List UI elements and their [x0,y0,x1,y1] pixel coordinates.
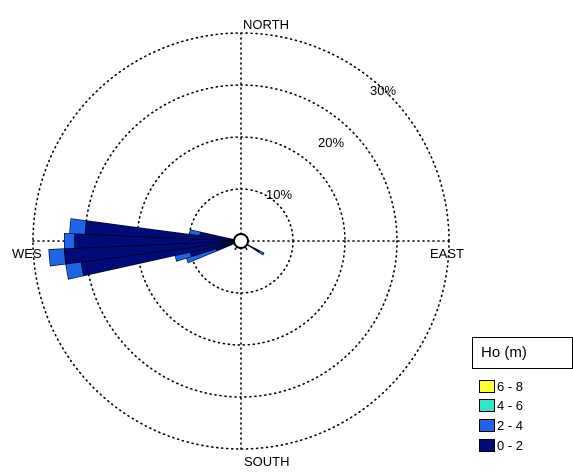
rose-wedge [189,229,201,236]
rose-wedge [199,231,242,242]
legend-item: 4 - 6 [479,398,523,414]
legend-label: 2 - 4 [497,418,524,433]
legend-label: 6 - 8 [497,379,524,394]
direction-label-north: NORTH [243,17,289,32]
legend-label: 4 - 6 [497,398,524,413]
legend-title: Ho (m) [472,337,573,369]
legend-item: 2 - 4 [479,418,523,434]
legend-swatch [479,399,495,412]
direction-label-east: EAST [430,246,464,261]
ring-label-20: 20% [318,135,344,150]
legend-swatch [479,439,495,452]
rose-wedge [63,232,76,250]
legend-item: 6 - 8 [479,379,523,395]
legend-label: 0 - 2 [497,438,524,453]
rose-wedge [65,261,84,280]
direction-label-south: SOUTH [244,454,290,469]
rose-wedge [69,218,87,235]
direction-label-west: WES [12,246,42,261]
ring-label-30: 30% [370,83,396,98]
legend-swatch [479,380,495,393]
rose-wedge [48,248,67,267]
legend-item: 0 - 2 [479,438,523,454]
center-marker [233,233,249,249]
legend-swatch [479,419,495,432]
ring-label-10: 10% [266,187,292,202]
